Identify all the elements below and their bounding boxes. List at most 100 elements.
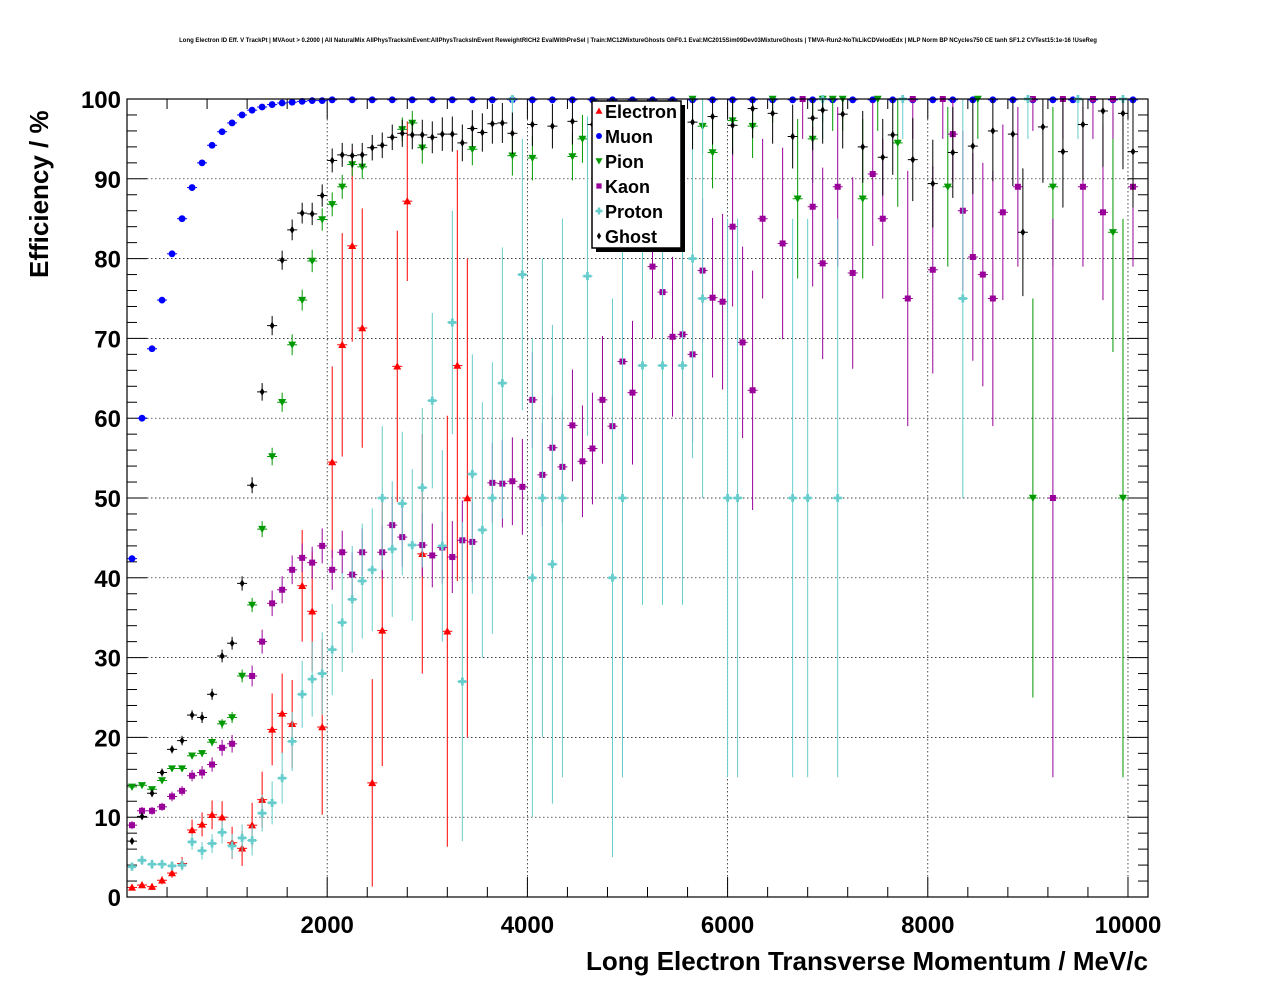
kaon-point <box>319 542 326 549</box>
ghost-point <box>550 122 555 131</box>
kaon-point <box>429 552 436 559</box>
ghost-point <box>810 114 816 123</box>
ghost-point <box>910 155 916 164</box>
ghost-point <box>309 209 315 218</box>
pion-point <box>568 153 577 161</box>
proton-point <box>288 737 297 746</box>
pion-point <box>893 139 902 147</box>
kaon-point <box>669 333 676 340</box>
ghost-point <box>1010 130 1016 139</box>
legend-marker-pion <box>595 158 603 165</box>
kaon-point <box>169 793 176 800</box>
proton-point <box>368 565 377 574</box>
electron-point <box>318 723 327 731</box>
pion-point <box>128 783 137 791</box>
muon-point <box>388 96 396 104</box>
electron-point <box>248 821 257 829</box>
ghost-point <box>199 713 205 722</box>
proton-point <box>658 361 667 370</box>
ghost-point <box>289 225 295 234</box>
proton-point <box>418 483 427 492</box>
proton-point <box>608 573 617 582</box>
legend-marker-proton <box>595 207 603 215</box>
kaon-point <box>129 822 136 829</box>
pion-point <box>528 154 537 163</box>
kaon-point <box>739 339 746 346</box>
pion-point <box>308 257 317 265</box>
ghost-point <box>820 106 826 115</box>
kaon-point <box>599 396 606 403</box>
kaon-point <box>629 389 636 396</box>
pion-point <box>208 738 217 747</box>
ghost-point <box>419 130 425 139</box>
kaon-point <box>809 203 816 210</box>
ghost-point <box>1060 147 1066 156</box>
ghost-point <box>279 256 285 265</box>
muon-point <box>278 99 286 107</box>
y-tick-label: 20 <box>94 725 121 752</box>
legend-label-proton: Proton <box>605 202 663 222</box>
muon-point <box>248 106 256 114</box>
proton-point <box>468 470 477 479</box>
electron-point <box>443 627 452 635</box>
ghost-point <box>1020 228 1026 237</box>
pion-point <box>708 149 717 157</box>
electron-point <box>278 709 287 717</box>
proton-point <box>338 618 347 627</box>
proton-point <box>458 677 467 686</box>
electron-point <box>403 197 412 205</box>
kaon-point <box>869 171 876 178</box>
y-tick-label: 40 <box>94 566 121 593</box>
x-tick-label: 10000 <box>1095 912 1162 939</box>
muon-point <box>168 250 176 258</box>
proton-point <box>358 576 367 585</box>
ghost-point <box>469 124 475 133</box>
proton-point <box>538 494 547 502</box>
proton-point <box>478 525 487 534</box>
pion-point <box>288 341 297 349</box>
muon-point <box>298 97 306 105</box>
ghost-point <box>770 109 776 118</box>
legend-label-ghost: Ghost <box>605 227 657 247</box>
proton-point <box>298 690 307 699</box>
muon-point <box>849 96 857 104</box>
electron-point <box>268 725 277 733</box>
muon-point <box>318 97 326 104</box>
proton-point <box>248 836 257 845</box>
proton-point <box>348 595 357 604</box>
kaon-point <box>1049 495 1056 501</box>
y-tick-label: 10 <box>94 805 121 832</box>
proton-point <box>258 809 267 818</box>
pion-point <box>793 195 802 203</box>
muon-point <box>1049 96 1057 104</box>
pion-point <box>268 453 277 461</box>
proton-point <box>733 494 742 502</box>
kaon-point <box>309 559 316 566</box>
ghost-point <box>970 142 976 151</box>
proton-point <box>148 860 157 869</box>
proton-point <box>488 494 497 502</box>
ghost-point <box>219 652 225 661</box>
muon-point <box>929 96 937 104</box>
legend-marker-electron <box>595 107 603 114</box>
electron-point <box>348 241 357 250</box>
proton-point <box>448 318 457 327</box>
proton-point <box>308 675 317 684</box>
muon-point <box>158 296 166 304</box>
pion-point <box>578 135 587 143</box>
y-tick-label: 50 <box>94 486 121 513</box>
ghost-point <box>239 579 245 588</box>
ghost-point <box>339 150 345 159</box>
ghost-point <box>880 153 886 162</box>
ghost-point <box>479 128 485 137</box>
pion-point <box>198 750 207 758</box>
muon-point <box>258 103 266 111</box>
muon-point <box>789 96 797 104</box>
proton-point <box>398 499 407 508</box>
ghost-point <box>459 138 465 147</box>
muon-point <box>368 96 376 104</box>
muon-point <box>288 98 296 106</box>
legend-marker-ghost <box>596 232 602 240</box>
electron-point <box>218 813 227 821</box>
ghost-point <box>1120 109 1126 118</box>
